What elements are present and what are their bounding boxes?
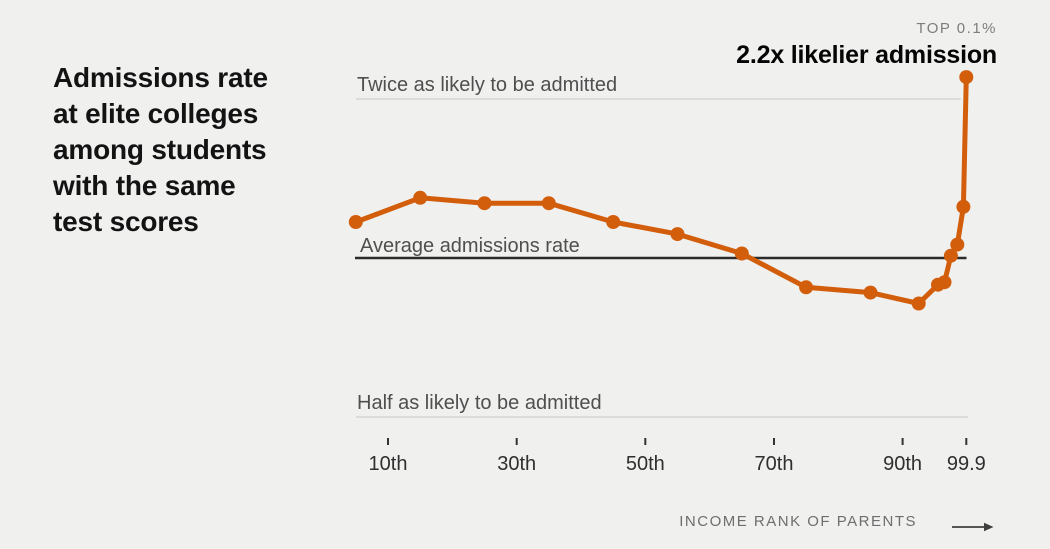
x-tick-label: 90th [883, 453, 922, 475]
data-point [413, 190, 428, 205]
annotation-headline: 2.2x likelier admission [736, 41, 997, 69]
data-point [863, 285, 878, 300]
data-point [959, 70, 974, 85]
data-point [670, 227, 685, 242]
data-point [911, 296, 926, 311]
admissions-line [354, 77, 969, 306]
data-point [956, 199, 971, 214]
data-point [541, 196, 556, 211]
data-point [606, 215, 621, 229]
x-tick-label: 10th [369, 453, 408, 475]
annotation-kicker: TOP 0.1% [916, 20, 997, 37]
ref-label-half-as-likely: Half as likely to be admitted [357, 392, 602, 414]
data-point [937, 275, 952, 290]
x-tick-label: 99.9 [947, 453, 986, 475]
x-tick-label: 70th [755, 453, 794, 475]
top-annotation: TOP 0.1% 2.2x likelier admission [736, 20, 997, 70]
ref-label-average-rate: Average admissions rate [360, 235, 580, 257]
data-point [799, 280, 814, 295]
x-tick [644, 438, 647, 445]
x-tick [773, 438, 775, 445]
x-tick [965, 438, 968, 445]
data-point [734, 246, 749, 261]
x-tick-label: 30th [497, 453, 536, 475]
x-tick [901, 438, 904, 445]
x-tick [387, 438, 389, 445]
ref-label-twice-as-likely: Twice as likely to be admitted [357, 74, 618, 96]
x-tick-label: 50th [626, 453, 665, 475]
x-tick [515, 438, 518, 445]
chart-title: Admissions rate at elite colleges among … [53, 62, 268, 237]
x-axis-label: INCOME RANK OF PARENTS [679, 513, 917, 530]
data-point [950, 237, 965, 252]
right-arrow-head [984, 522, 994, 532]
data-point [477, 196, 492, 211]
data-point [348, 215, 363, 229]
data-point [943, 248, 958, 263]
